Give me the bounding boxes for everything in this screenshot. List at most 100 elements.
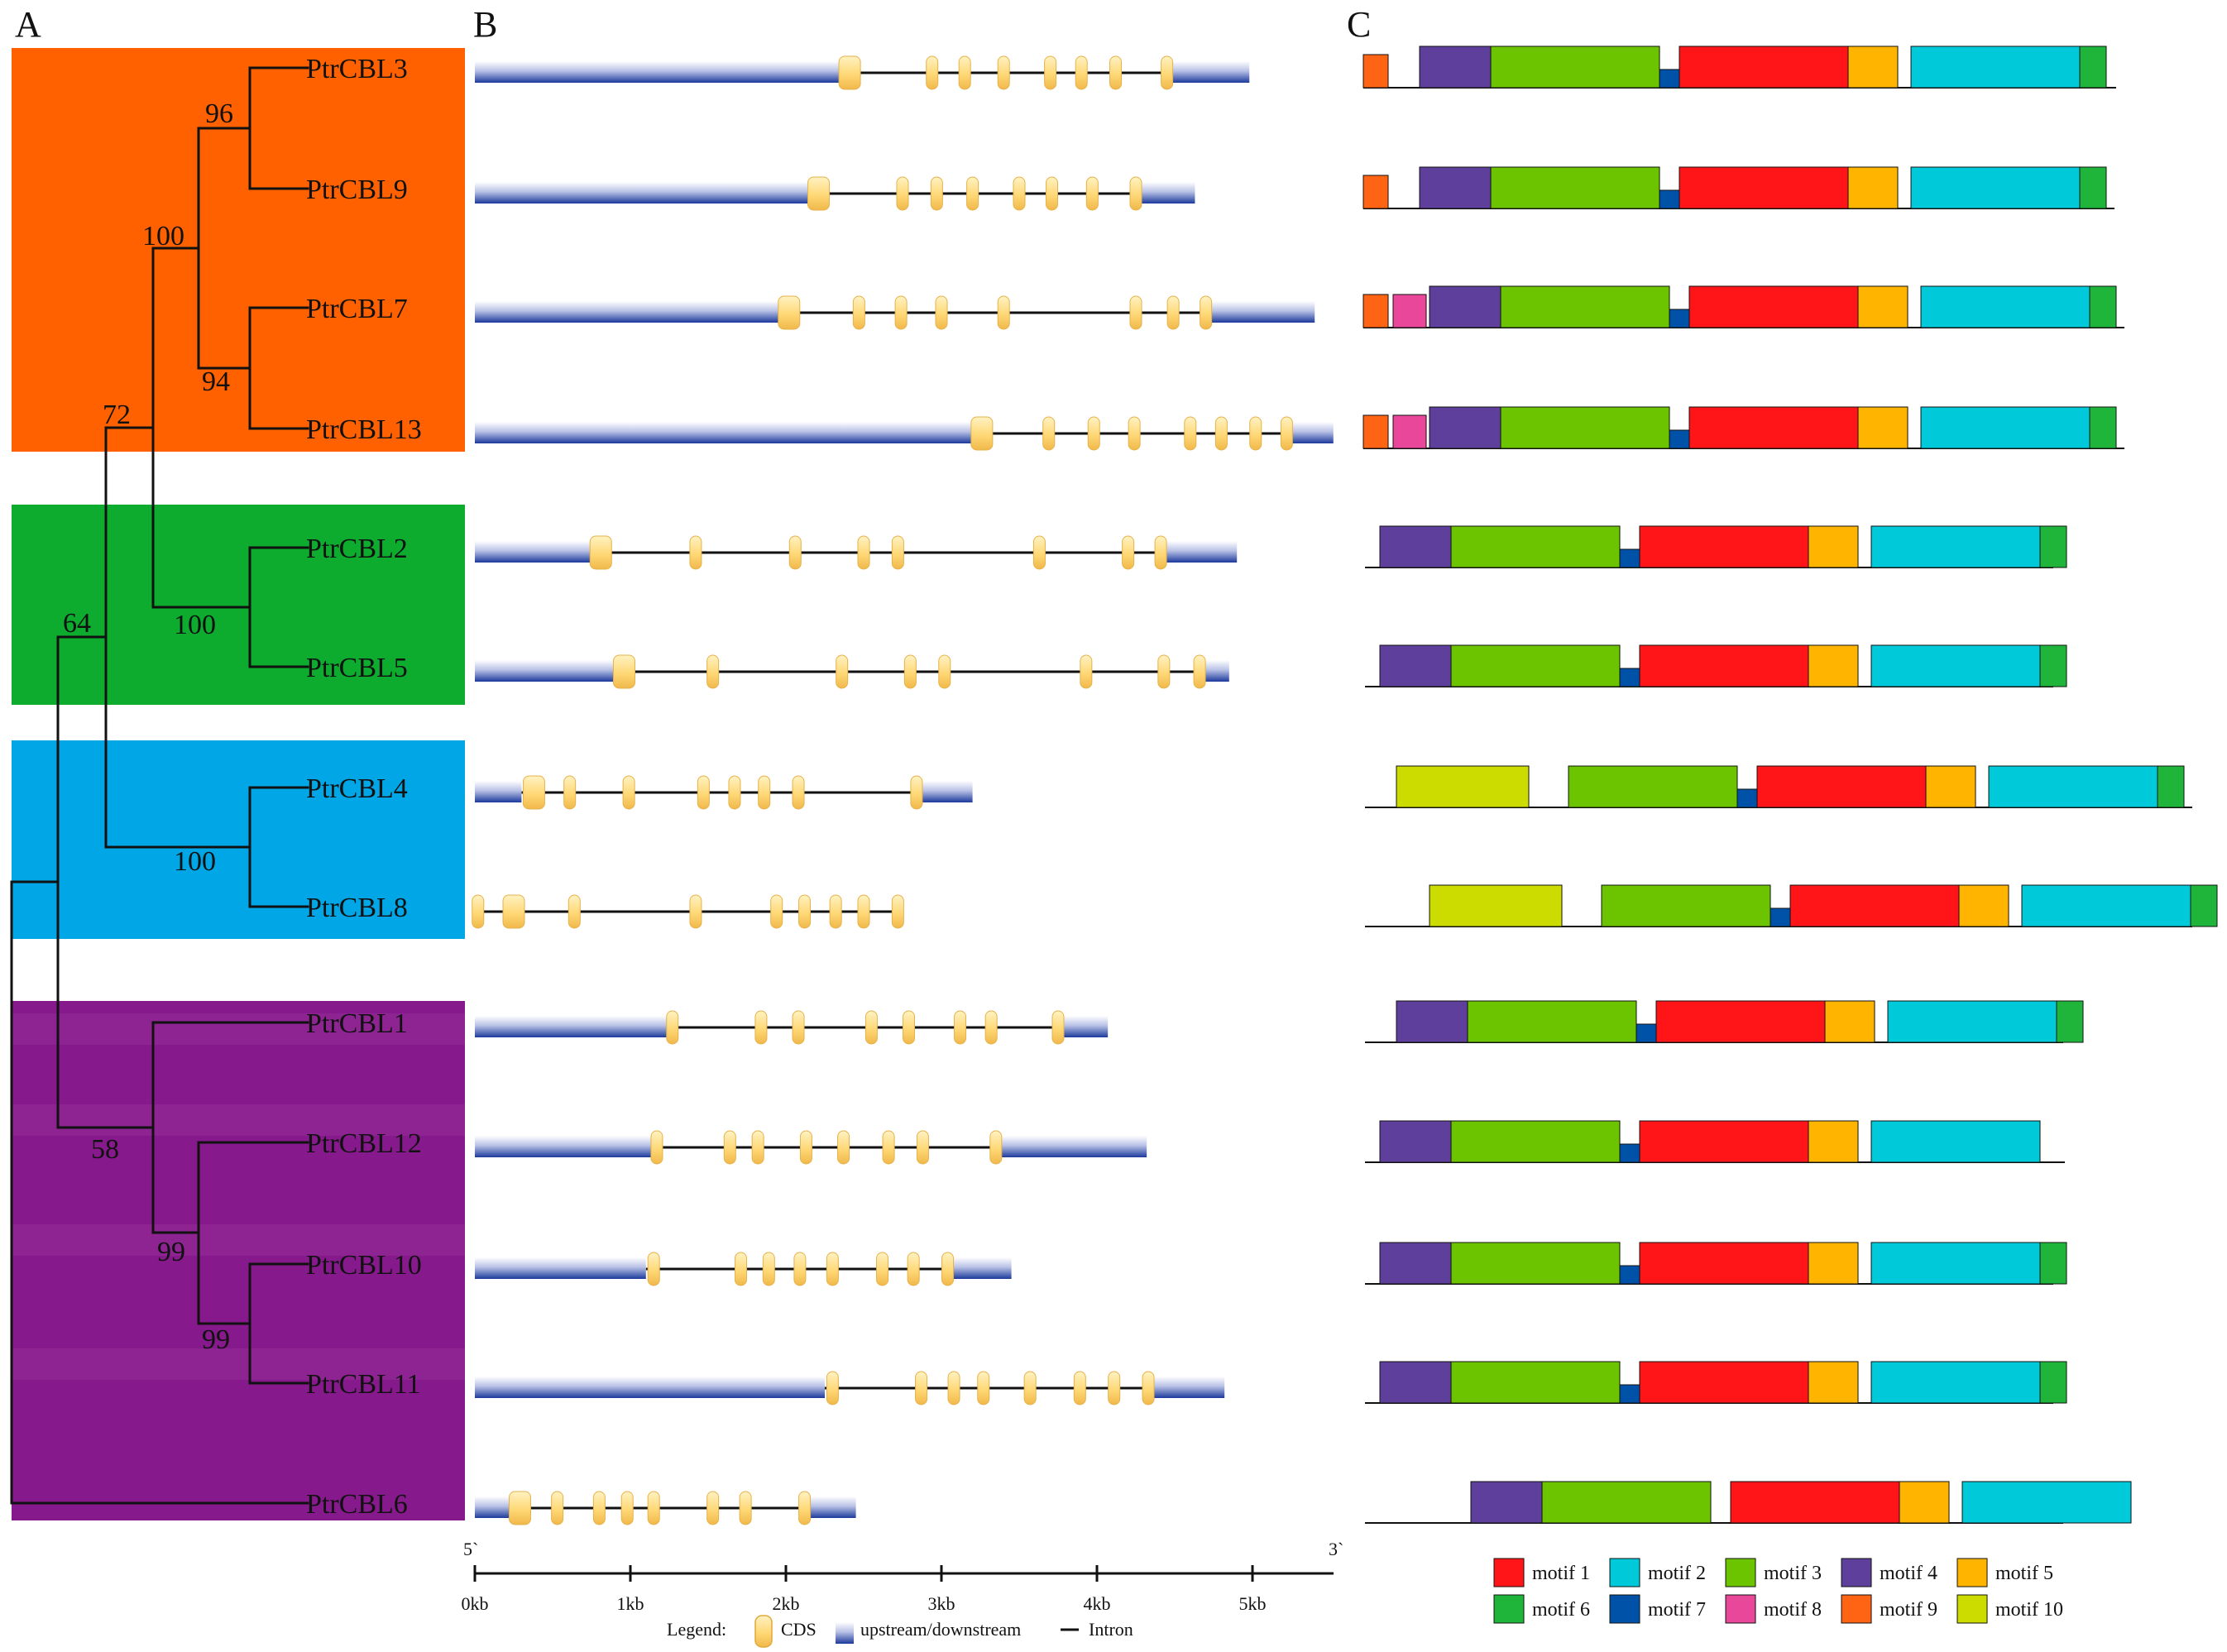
purple-clade-stripe [12, 1013, 465, 1045]
motif-track [1365, 1481, 2132, 1524]
cds-exon [758, 775, 771, 810]
cds-exon [907, 1252, 920, 1286]
upstream-region [475, 1136, 654, 1157]
motif-6-box [2079, 45, 2107, 89]
cds-exon [938, 654, 951, 689]
downstream-region [1163, 541, 1238, 563]
cds-exon [798, 894, 812, 929]
motif-4-box [1429, 285, 1501, 328]
motif-legend-swatch [1609, 1594, 1640, 1624]
gene-structure-track [475, 295, 1315, 330]
cds-exon [706, 1491, 720, 1525]
orange-clade [12, 48, 465, 452]
motif-6-box [2039, 1361, 2067, 1404]
motif-legend-swatch [1841, 1558, 1872, 1587]
cds-exon [1044, 55, 1057, 90]
motif-panel [1363, 45, 2218, 1524]
motif-7-box [1619, 668, 1640, 687]
purple-clade-stripe [12, 1224, 465, 1256]
motif-5-box [1808, 1120, 1859, 1163]
blue-clade [12, 740, 465, 939]
motif-2-box [1870, 644, 2041, 687]
scale-tick-label: 1kb [617, 1593, 644, 1614]
cds-exon [954, 1010, 967, 1045]
motif-legend-item: motif 3 [1725, 1558, 1822, 1587]
motif-track [1365, 765, 2192, 808]
scale-tick-label: 5kb [1239, 1593, 1267, 1614]
gene-label: PtrCBL13 [306, 414, 422, 445]
motif-4-box [1396, 1000, 1468, 1043]
cds-exon [1013, 176, 1026, 211]
motif-1-box [1639, 644, 1809, 687]
motif-legend: motif 1 motif 2 motif 3 motif 4 motif 5 motif… [1493, 1558, 2063, 1624]
motif-legend-item: motif 9 [1841, 1594, 1937, 1624]
purple-clade [12, 1001, 465, 1520]
motif-9-box [1363, 54, 1389, 89]
motif-5-box [1847, 45, 1899, 89]
gene-label: PtrCBL12 [306, 1128, 422, 1159]
cds-exon [563, 775, 577, 810]
purple-clade-stripe [12, 1104, 465, 1136]
motif-3-box [1490, 166, 1660, 209]
downstream-region [1151, 1377, 1225, 1398]
motif-2-box [1988, 765, 2158, 808]
cds-exon [947, 1371, 960, 1405]
cds-exon [903, 654, 917, 689]
cds-exon [826, 1371, 839, 1405]
downstream-region [1291, 422, 1334, 443]
gene-structure-track [475, 1130, 1147, 1165]
scale-5prime-label: 5` [463, 1539, 478, 1559]
motif-legend-label: motif 6 [1532, 1599, 1590, 1621]
bootstrap-value: 94 [202, 366, 230, 397]
cds-exon [502, 894, 525, 929]
downstream-region [1171, 61, 1250, 83]
motif-legend-label: motif 1 [1532, 1563, 1590, 1584]
motif-7-box [1619, 548, 1640, 568]
scale-tick-label: 0kb [462, 1593, 489, 1614]
motif-1-box [1679, 166, 1849, 209]
motif-legend-swatch [1609, 1558, 1640, 1587]
motif-1-box [1756, 765, 1927, 808]
motif-1-box [1688, 285, 1859, 328]
gene-labels: PtrCBL3 PtrCBL9 PtrCBL7 PtrCBL13 PtrCBL2… [306, 54, 422, 1520]
cds-exon [1249, 416, 1262, 451]
green-clade [12, 505, 465, 705]
gene-label: PtrCBL9 [306, 175, 408, 205]
downstream-region [804, 1496, 856, 1518]
motif-1-box [1639, 1361, 1809, 1404]
gene-label: PtrCBL10 [306, 1250, 422, 1281]
motif-3-box [1450, 644, 1621, 687]
cds-exon [592, 1491, 606, 1525]
scale-tick-label: 4kb [1084, 1593, 1111, 1614]
motif-6-box [2039, 525, 2067, 568]
bootstrap-value: 100 [142, 221, 184, 251]
cds-exon [891, 535, 904, 570]
downstream-region [1202, 660, 1229, 682]
motif-2-box [1870, 1120, 2041, 1163]
cds-exon [728, 775, 741, 810]
cds-exon [723, 1130, 736, 1165]
bootstrap-value: 72 [103, 400, 131, 430]
motif-5-box [1808, 1361, 1859, 1404]
motif-8-box [1392, 294, 1427, 328]
motif-track [1365, 1000, 2084, 1043]
motif-3-box [1450, 525, 1621, 568]
cds-exon [1200, 295, 1213, 330]
cds-exon [977, 1371, 990, 1405]
legend-updown-swatch [836, 1622, 854, 1644]
motif-legend-label: motif 2 [1648, 1563, 1706, 1584]
motif-5-box [1808, 644, 1859, 687]
motif-2-box [1910, 166, 2081, 209]
motif-1-box [1639, 1120, 1809, 1163]
motif-10-box [1396, 765, 1530, 808]
cds-exon [1051, 1010, 1065, 1045]
cds-exon [1142, 1371, 1155, 1405]
motif-track [1365, 1361, 2067, 1404]
gene-label: PtrCBL1 [306, 1008, 408, 1039]
motif-track [1363, 45, 2116, 89]
cds-exon [622, 775, 635, 810]
bootstrap-values: 96 100 94 72 100 64 100 58 99 99 [63, 98, 233, 1355]
motif-5-box [1808, 1242, 1859, 1285]
motif-legend-item: motif 5 [1956, 1558, 2053, 1587]
motif-6-box [2089, 285, 2117, 328]
